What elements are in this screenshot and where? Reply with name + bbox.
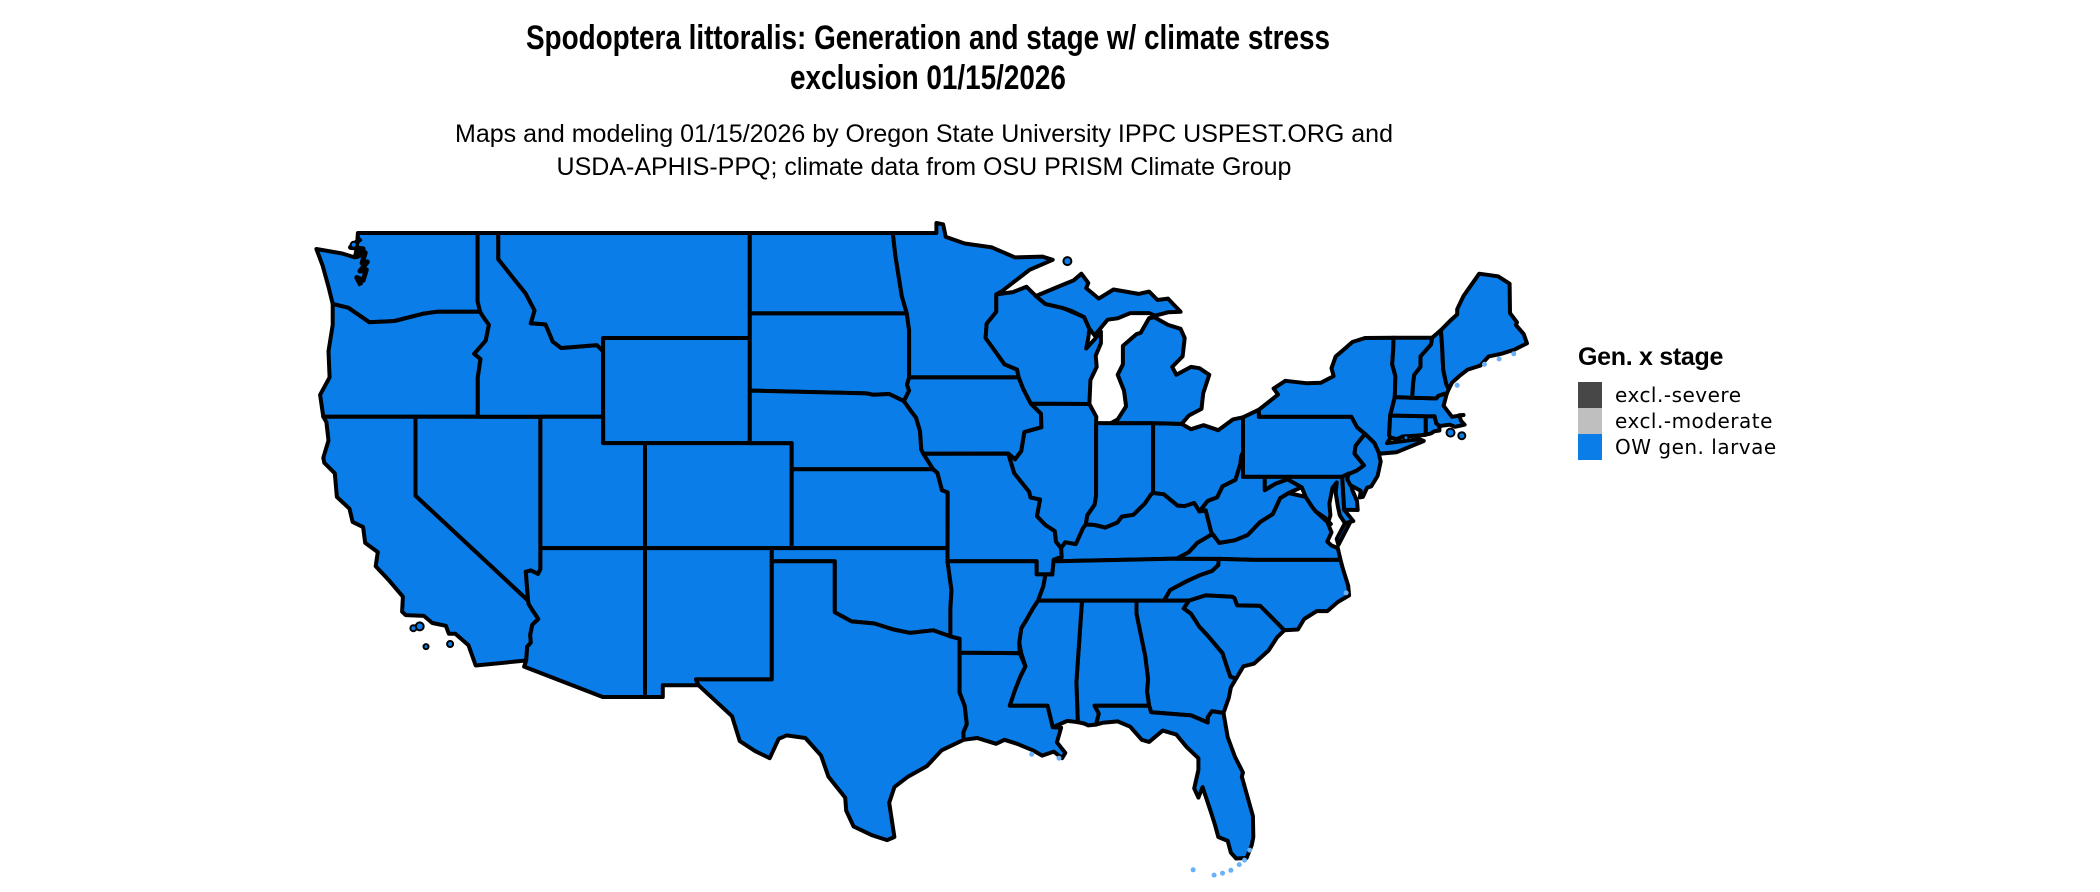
legend-item-excl-moderate: excl.-moderate <box>1578 408 1777 434</box>
subtitle-block: Maps and modeling 01/15/2026 by Oregon S… <box>0 118 1848 184</box>
coastal-speck-6 <box>1482 361 1487 367</box>
legend-label-excl-moderate: excl.-moderate <box>1615 409 1773 433</box>
legend: Gen. x stage excl.-severe excl.-moderate… <box>1578 343 1777 460</box>
legend-label-excl-severe: excl.-severe <box>1615 383 1742 407</box>
legend-item-ow-gen-larvae: OW gen. larvae <box>1578 434 1777 460</box>
state-ar <box>945 559 1055 656</box>
legend-swatch-ow-gen-larvae <box>1578 434 1602 460</box>
state-mu <box>1033 271 1183 338</box>
coastal-speck-9 <box>1056 755 1062 761</box>
state-tx <box>694 559 969 843</box>
nantucket-island <box>1457 431 1467 441</box>
isle-royale-island <box>1062 256 1073 267</box>
coastal-speck-12 <box>1343 590 1349 596</box>
legend-swatch-excl-moderate <box>1578 408 1602 434</box>
state-wi <box>983 284 1103 406</box>
coastal-speck-7 <box>1511 351 1517 357</box>
coastal-speck-3 <box>1220 870 1225 876</box>
channel-island-3 <box>446 640 455 648</box>
title-block: Spodoptera littoralis: Generation and st… <box>167 18 1689 98</box>
coastal-speck-0 <box>1242 857 1247 863</box>
legend-title: Gen. x stage <box>1578 343 1724 371</box>
state-mi <box>1109 315 1212 426</box>
legend-label-ow-gen-larvae: OW gen. larvae <box>1615 435 1777 459</box>
legend-item-excl-severe: excl.-severe <box>1578 382 1777 408</box>
state-fl <box>1092 703 1256 861</box>
map-title-line2: exclusion 01/15/2026 <box>790 59 1066 97</box>
state-az <box>522 546 647 699</box>
state-pa <box>1241 407 1367 479</box>
map-subtitle-line2: USDA-APHIS-PPQ; climate data from OSU PR… <box>556 153 1292 181</box>
coastal-speck-11 <box>1190 867 1196 873</box>
coastal-speck-2 <box>1228 867 1234 873</box>
state-sd <box>747 311 912 404</box>
state-nd <box>747 231 909 316</box>
coastal-speck-10 <box>1029 751 1035 757</box>
puget-sound-detail <box>348 236 370 287</box>
channel-island-2 <box>409 624 418 633</box>
state-md <box>1262 474 1356 526</box>
coastal-speck-4 <box>1211 872 1217 878</box>
state-or <box>318 301 491 419</box>
state-ve <box>1334 519 1353 547</box>
state-nm <box>643 546 774 699</box>
state-ks <box>789 467 950 551</box>
long-island-sound-islet <box>1402 434 1410 442</box>
legend-swatch-excl-severe <box>1578 382 1602 408</box>
map-subtitle-line1: Maps and modeling 01/15/2026 by Oregon S… <box>455 120 1393 148</box>
state-wy <box>601 336 752 446</box>
coastal-speck-1 <box>1236 862 1242 868</box>
coastal-speck-5 <box>1496 356 1502 362</box>
state-co <box>643 441 794 551</box>
san-juan-island <box>349 240 358 249</box>
state-me <box>1438 271 1529 391</box>
marthas-vineyard-island <box>1445 427 1456 438</box>
state-nj <box>1345 431 1383 500</box>
map-title-line1: Spodoptera littoralis: Generation and st… <box>525 19 1331 57</box>
coastal-speck-13 <box>1247 847 1253 853</box>
coastal-speck-8 <box>1454 382 1460 388</box>
channel-island-4 <box>422 643 430 651</box>
state-la <box>957 650 1068 761</box>
